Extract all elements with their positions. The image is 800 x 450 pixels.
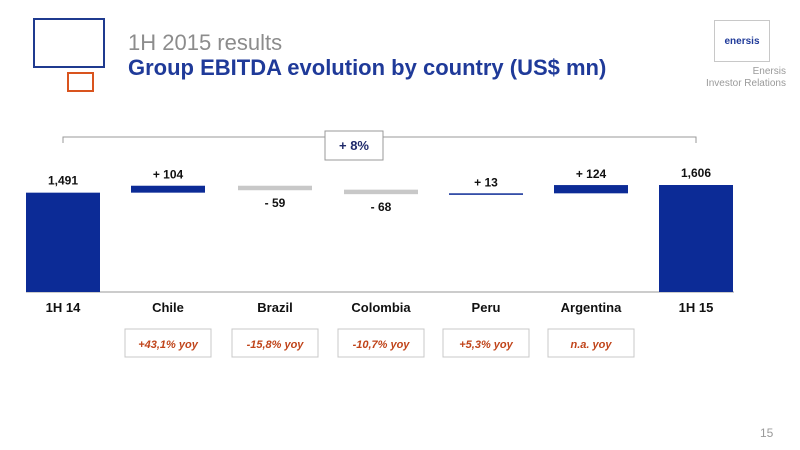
org-department: Investor Relations — [705, 78, 786, 89]
slide-subtitle: Group EBITDA evolution by country (US$ m… — [128, 55, 607, 80]
slide-title: 1H 2015 results — [128, 30, 283, 55]
decorative-frame-blue — [33, 18, 105, 68]
delta-bar-colombia — [344, 189, 418, 195]
yoy-label: n.a. yoy — [571, 339, 613, 351]
change-box — [324, 130, 384, 161]
bar-1h-15 — [659, 185, 733, 292]
delta-bar-brazil — [238, 185, 312, 191]
value-label: + 124 — [576, 167, 607, 181]
yoy-label: +43,1% yoy — [138, 339, 199, 351]
category-label: Colombia — [351, 300, 411, 315]
overall-change-label: + 8% — [339, 138, 369, 153]
yoy-label: +5,3% yoy — [459, 339, 513, 351]
category-label: 1H 15 — [679, 300, 714, 315]
yoy-label: -10,7% yoy — [353, 339, 411, 351]
category-label: Brazil — [257, 300, 292, 315]
value-label: - 68 — [371, 200, 392, 214]
bar-1h-14 — [26, 192, 100, 292]
category-label: 1H 14 — [46, 300, 81, 315]
page-number: 15 — [760, 426, 774, 440]
yoy-box — [442, 328, 530, 358]
yoy-box — [337, 328, 425, 358]
value-label: + 104 — [153, 168, 184, 182]
org-name: Enersis — [752, 66, 786, 77]
value-label: 1,606 — [681, 166, 711, 180]
yoy-box — [231, 328, 319, 358]
yoy-box — [124, 328, 212, 358]
value-label: + 13 — [474, 175, 498, 189]
yoy-label: -15,8% yoy — [247, 339, 305, 351]
yoy-box — [547, 328, 635, 358]
logo-text: enersis — [724, 35, 760, 47]
category-label: Peru — [472, 300, 501, 315]
category-label: Argentina — [561, 300, 622, 315]
value-label: - 59 — [265, 196, 286, 210]
delta-bar-peru — [449, 193, 523, 195]
delta-bar-argentina — [554, 185, 628, 194]
decorative-frame-orange — [67, 72, 94, 92]
value-label: 1,491 — [48, 174, 78, 188]
category-label: Chile — [152, 300, 184, 315]
company-logo: enersis — [714, 20, 770, 62]
delta-bar-chile — [131, 185, 205, 193]
